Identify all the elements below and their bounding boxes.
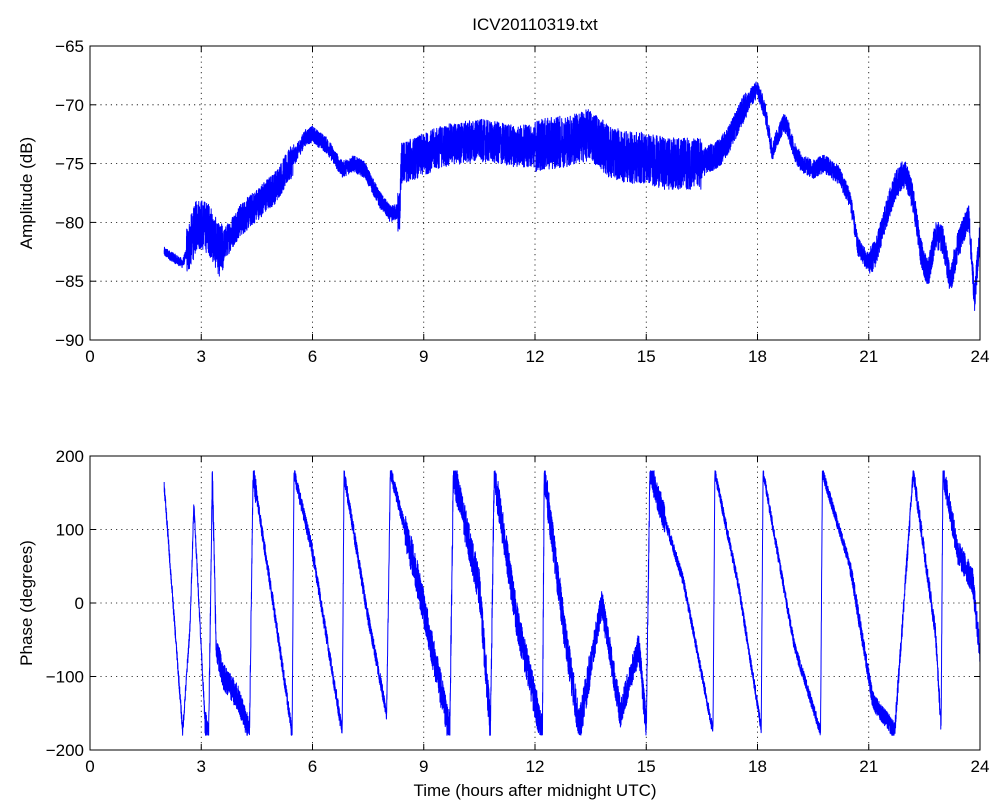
phase-x-tick-label: 18 xyxy=(748,757,767,776)
phase-x-axis-label: Time (hours after midnight UTC) xyxy=(413,781,656,800)
amplitude-y-tick-label: −75 xyxy=(55,155,84,174)
amplitude-grid xyxy=(90,46,980,340)
amplitude-x-tick-label: 9 xyxy=(419,347,428,366)
phase-x-tick-label: 3 xyxy=(197,757,206,776)
amplitude-x-tick-label: 24 xyxy=(971,347,990,366)
phase-y-tick-label: 0 xyxy=(75,594,84,613)
amplitude-y-tick-label: −65 xyxy=(55,37,84,56)
phase-x-tick-label: 21 xyxy=(859,757,878,776)
amplitude-x-tick-label: 12 xyxy=(526,347,545,366)
chart-title: ICV20110319.txt xyxy=(472,15,598,34)
phase-panel: 0 3 6 9 12 15 18 21 24 −200 −100 0 100 200 Phase (deg… xyxy=(17,447,989,800)
phase-data-path xyxy=(163,470,981,736)
amplitude-series-line xyxy=(163,81,981,311)
phase-y-tick-label: 200 xyxy=(56,447,84,466)
amplitude-y-tick-label: −85 xyxy=(55,272,84,291)
amplitude-x-tick-label: 18 xyxy=(748,347,767,366)
phase-series-line xyxy=(163,470,981,736)
amplitude-x-tick-label: 3 xyxy=(197,347,206,366)
phase-x-tick-label: 12 xyxy=(526,757,545,776)
phase-x-tick-label: 9 xyxy=(419,757,428,776)
phase-y-axis-label: Phase (degrees) xyxy=(17,540,36,666)
phase-y-tick-label: −200 xyxy=(46,741,84,760)
phase-x-tick-label: 15 xyxy=(637,757,656,776)
amplitude-x-tick-label: 0 xyxy=(85,347,94,366)
phase-x-tick-label: 6 xyxy=(308,757,317,776)
amplitude-ticks: 0 3 6 9 12 15 18 21 24 −90 −85 −80 −75 −70 −65 xyxy=(55,37,989,366)
amplitude-y-tick-label: −80 xyxy=(55,213,84,232)
amplitude-y-axis-label: Amplitude (dB) xyxy=(17,137,36,249)
amplitude-x-tick-label: 6 xyxy=(308,347,317,366)
phase-x-tick-label: 0 xyxy=(85,757,94,776)
amplitude-x-tick-label: 21 xyxy=(859,347,878,366)
phase-y-tick-label: 100 xyxy=(56,521,84,540)
amplitude-x-tick-label: 15 xyxy=(637,347,656,366)
phase-ticks: 0 3 6 9 12 15 18 21 24 −200 −100 0 100 200 xyxy=(46,447,990,776)
phase-y-tick-label: −100 xyxy=(46,668,84,687)
amplitude-y-tick-label: −70 xyxy=(55,96,84,115)
phase-x-tick-label: 24 xyxy=(971,757,990,776)
amplitude-y-tick-label: −90 xyxy=(55,331,84,350)
amplitude-data-path xyxy=(163,81,981,311)
amplitude-panel: 0 3 6 9 12 15 18 21 24 −90 −85 −80 −75 −70 −65 Amplitu… xyxy=(17,37,989,366)
